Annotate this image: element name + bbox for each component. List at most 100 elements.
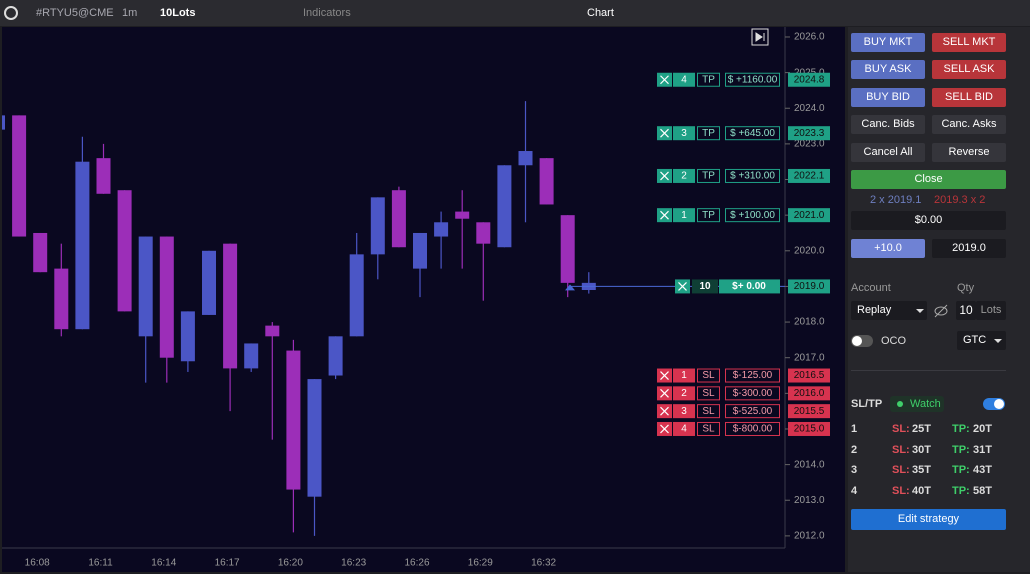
strategy-sl: 30T — [912, 443, 931, 456]
bid: 2 x 2019.1 — [870, 194, 922, 206]
cancel-all[interactable]: Cancel All — [851, 143, 925, 162]
order-kind-box — [697, 404, 720, 419]
ask: 2019.3 x 2 — [934, 194, 986, 206]
order-panel — [848, 27, 1030, 572]
order-kind: TP — [702, 74, 715, 85]
order-price-box — [788, 168, 830, 183]
candle-body — [202, 250, 216, 315]
buy-ask[interactable]: BUY ASK — [851, 60, 925, 79]
position-price: 2019.0 — [794, 281, 825, 292]
sell-ask[interactable]: SELL ASK — [932, 60, 1006, 79]
buy-mkt[interactable]: BUY MKT — [851, 33, 925, 52]
candle-body — [497, 165, 512, 248]
order-qty: 4 — [681, 74, 687, 85]
order-price: 2022.1 — [794, 171, 825, 182]
strategy-sl: 25T — [912, 423, 931, 435]
order-pnl-box — [725, 368, 780, 383]
qty-unit: Lots — [976, 301, 1006, 320]
order-kind: SL — [702, 388, 715, 399]
logo — [4, 6, 18, 20]
order-pnl-box — [725, 208, 780, 223]
order-price: 2021.0 — [794, 210, 825, 221]
candle-body — [560, 215, 575, 283]
watch: Watch — [910, 398, 941, 410]
order-price: 2016.5 — [794, 370, 825, 381]
order-qty: 1 — [681, 210, 687, 221]
cancel-asks[interactable]: Canc. Asks — [932, 115, 1006, 134]
candle-body — [370, 197, 385, 255]
y-tick-label: 2014.0 — [794, 459, 825, 470]
order-kind-box — [697, 168, 720, 183]
strategy-tp: 31T — [973, 443, 992, 456]
edit-strategy[interactable]: Edit strategy — [851, 509, 1006, 530]
candle-body — [349, 254, 364, 337]
oco-toggle[interactable] — [851, 335, 873, 347]
order-pnl-box — [725, 126, 780, 141]
buy-bid[interactable]: BUY BID — [851, 88, 925, 107]
lots[interactable]: 10Lots — [160, 7, 196, 19]
sell-bid[interactable]: SELL BID — [932, 88, 1006, 107]
cancel-icon — [660, 388, 669, 398]
pnl: $0.00 — [851, 211, 1006, 230]
y-tick-label: 2026.0 — [794, 32, 825, 43]
x-tick-label: 16:26 — [404, 558, 429, 569]
y-tick-label: 2018.0 — [794, 317, 825, 328]
top-bar — [0, 0, 1030, 26]
qty-label: Qty — [957, 282, 975, 294]
candle-body — [33, 232, 48, 273]
x-tick-label: 16:14 — [151, 558, 176, 569]
sltp-toggle[interactable] — [983, 398, 1005, 410]
strategy-tp-label: TP: — [952, 485, 970, 498]
order-qty: 2 — [681, 171, 687, 182]
order-pnl: $ +645.00 — [730, 128, 775, 139]
offset[interactable]: +10.0 — [851, 239, 925, 258]
qty[interactable]: 10 — [956, 301, 976, 320]
strategy-tp-label: TP: — [952, 443, 970, 456]
x-tick-label: 16:17 — [215, 558, 240, 569]
y-tick-label: 2020.0 — [794, 245, 825, 256]
order-qty-box — [673, 404, 695, 419]
candle-body — [54, 268, 69, 330]
indicators[interactable]: Indicators — [303, 7, 351, 19]
strategy-tp-label: TP: — [952, 423, 970, 435]
price[interactable]: 2019.0 — [932, 239, 1006, 258]
position-qty: 10 — [699, 281, 711, 292]
cancel-icon — [660, 371, 669, 380]
symbol[interactable]: #RTYU5@CME — [36, 7, 114, 19]
candle-body — [539, 158, 554, 205]
cancel-icon — [660, 424, 669, 434]
oco: OCO — [881, 335, 907, 347]
y-tick-label: 2013.0 — [794, 495, 825, 506]
account-label: Account — [851, 282, 891, 294]
order-pnl-box — [725, 386, 780, 401]
dropdown-arrow — [994, 339, 1002, 347]
order-price-box — [788, 386, 830, 401]
cancel-bids[interactable]: Canc. Bids — [851, 115, 925, 134]
candle-body — [328, 336, 343, 376]
order-price: 2023.3 — [794, 128, 825, 139]
strategy-n: 3 — [851, 464, 858, 477]
strategy-sl-label: SL: — [892, 443, 910, 456]
tif[interactable]: GTC — [957, 331, 1006, 350]
candle-body — [75, 161, 90, 330]
x-tick-label: 16:29 — [468, 558, 493, 569]
candle-body — [138, 236, 153, 337]
candle-body — [413, 232, 427, 269]
order-pnl-box — [725, 404, 780, 419]
order-price-box — [788, 404, 830, 419]
reverse[interactable]: Reverse — [932, 143, 1006, 162]
strategy-tp-label: TP: — [952, 464, 970, 477]
order-kind: SL — [702, 370, 715, 381]
order-price-box — [788, 72, 830, 87]
jump-button[interactable] — [751, 28, 769, 46]
y-tick-label: 2017.0 — [794, 352, 825, 363]
position-pnl: $+ 0.00 — [732, 281, 766, 292]
account[interactable]: Replay — [851, 301, 927, 320]
strategy-n: 4 — [851, 485, 858, 498]
hide-icon[interactable] — [933, 303, 949, 319]
order-qty: 4 — [681, 424, 687, 435]
timeframe[interactable]: 1m — [122, 7, 138, 19]
close[interactable]: Close — [851, 170, 1006, 189]
sell-mkt[interactable]: SELL MKT — [932, 33, 1006, 52]
